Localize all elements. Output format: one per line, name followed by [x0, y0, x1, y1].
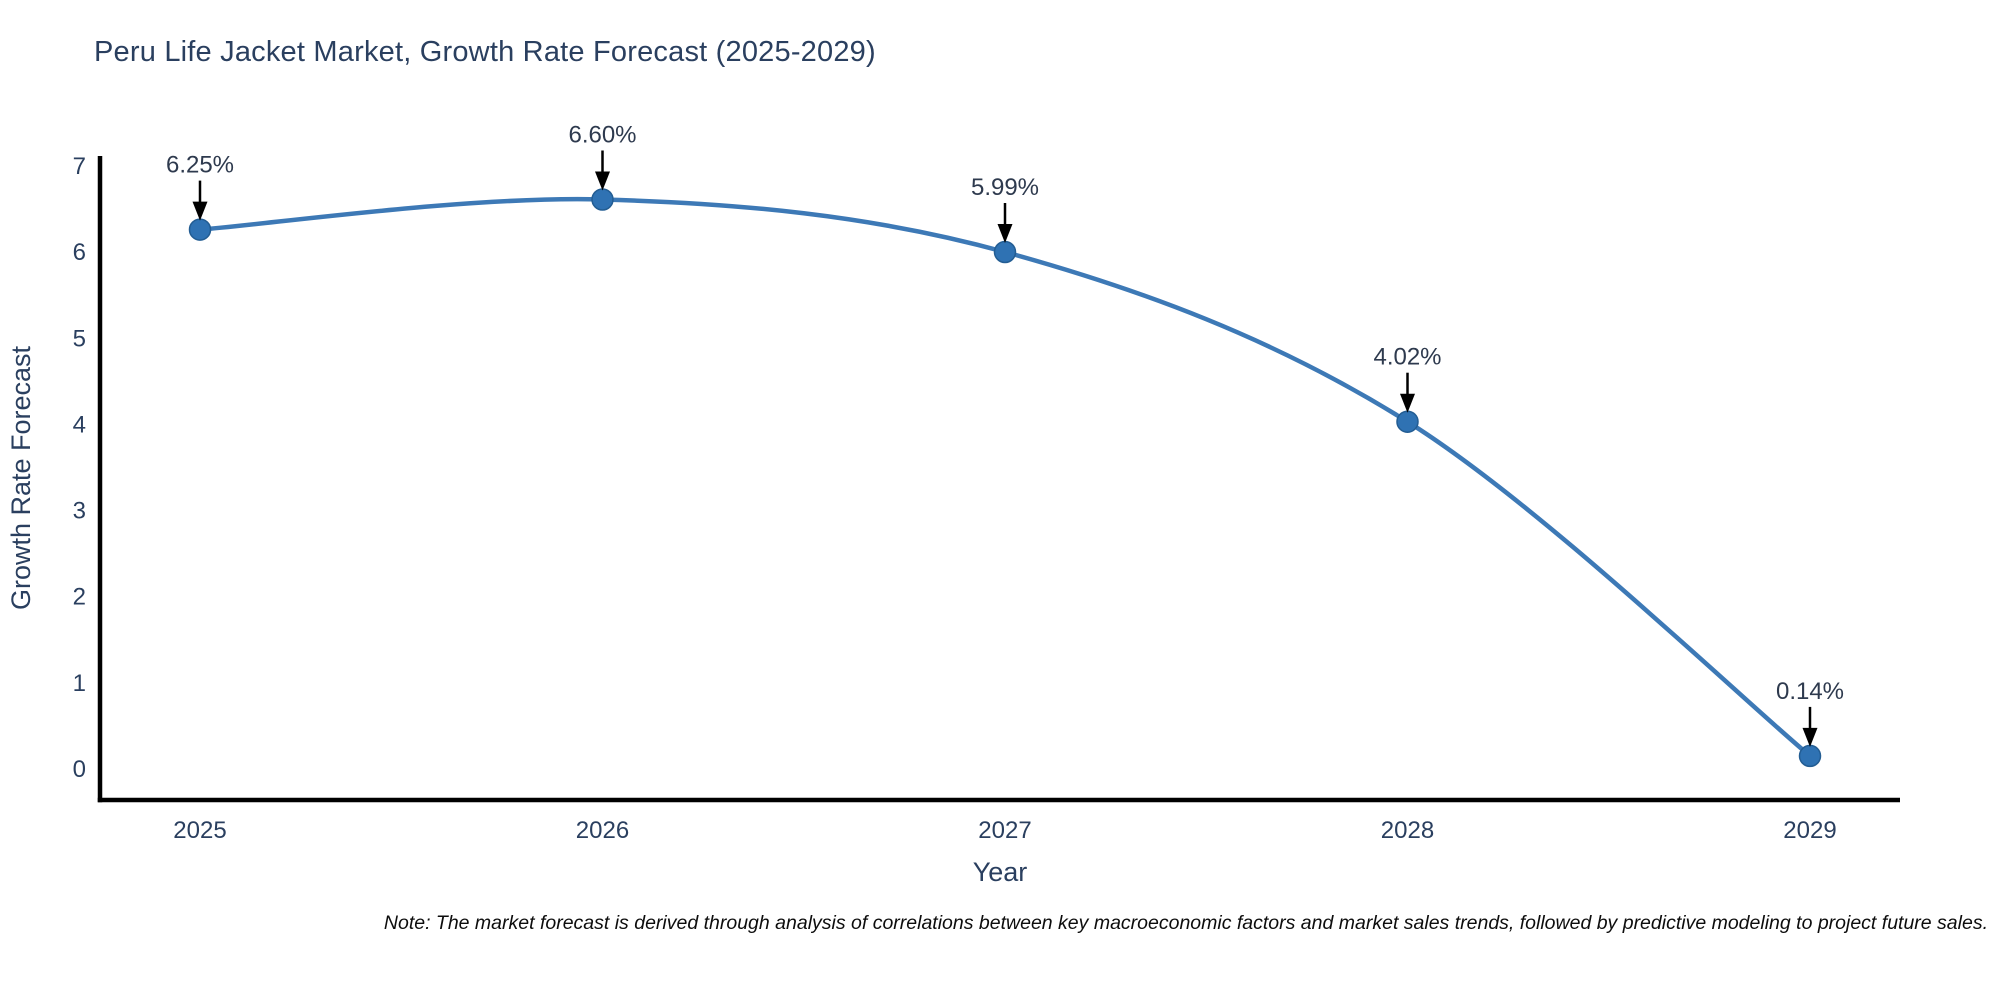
x-tick-label: 2028 — [1381, 817, 1434, 844]
data-point — [1798, 744, 1822, 768]
annotation-arrowhead-icon — [997, 224, 1013, 243]
point-value-label: 5.99% — [971, 174, 1039, 201]
x-tick-label: 2025 — [173, 817, 226, 844]
point-annotation: 6.60% — [568, 122, 637, 191]
annotation-arrowhead-icon — [1802, 727, 1818, 747]
forecast-line — [197, 196, 1813, 759]
y-axis-title: Growth Rate Forecast — [6, 345, 36, 610]
data-point — [993, 240, 1017, 264]
x-tick-label: 2027 — [978, 817, 1031, 844]
point-value-label: 6.25% — [166, 152, 234, 179]
y-tick-label: 7 — [73, 153, 86, 180]
footnote: Note: The market forecast is derived thr… — [383, 912, 1988, 934]
y-tick-label: 3 — [73, 498, 86, 525]
y-tick-label: 2 — [73, 584, 86, 611]
y-tick-label: 5 — [73, 325, 86, 352]
data-point — [591, 188, 614, 211]
y-tick-label: 1 — [73, 670, 86, 697]
annotation-arrowhead-icon — [1400, 393, 1415, 413]
point-value-label: 0.14% — [1776, 678, 1844, 705]
y-tick-label: 0 — [73, 756, 86, 783]
annotation-arrowhead-icon — [595, 171, 610, 191]
point-value-label: 6.60% — [568, 122, 636, 149]
point-annotation: 4.02% — [1373, 344, 1442, 413]
y-tick-label: 6 — [73, 239, 86, 266]
chart-title: Peru Life Jacket Market, Growth Rate For… — [94, 36, 876, 68]
point-value-label: 4.02% — [1373, 344, 1441, 371]
point-annotation: 6.25% — [166, 152, 234, 221]
x-tick-label: 2029 — [1783, 817, 1836, 844]
data-point — [1396, 410, 1419, 433]
point-annotation: 5.99% — [971, 174, 1039, 243]
x-axis-title: Year — [973, 857, 1028, 887]
y-tick-label: 4 — [73, 411, 86, 438]
annotation-arrowhead-icon — [192, 201, 208, 221]
x-tick-label: 2026 — [576, 817, 629, 844]
data-point — [188, 218, 212, 241]
point-annotation: 0.14% — [1776, 678, 1844, 747]
